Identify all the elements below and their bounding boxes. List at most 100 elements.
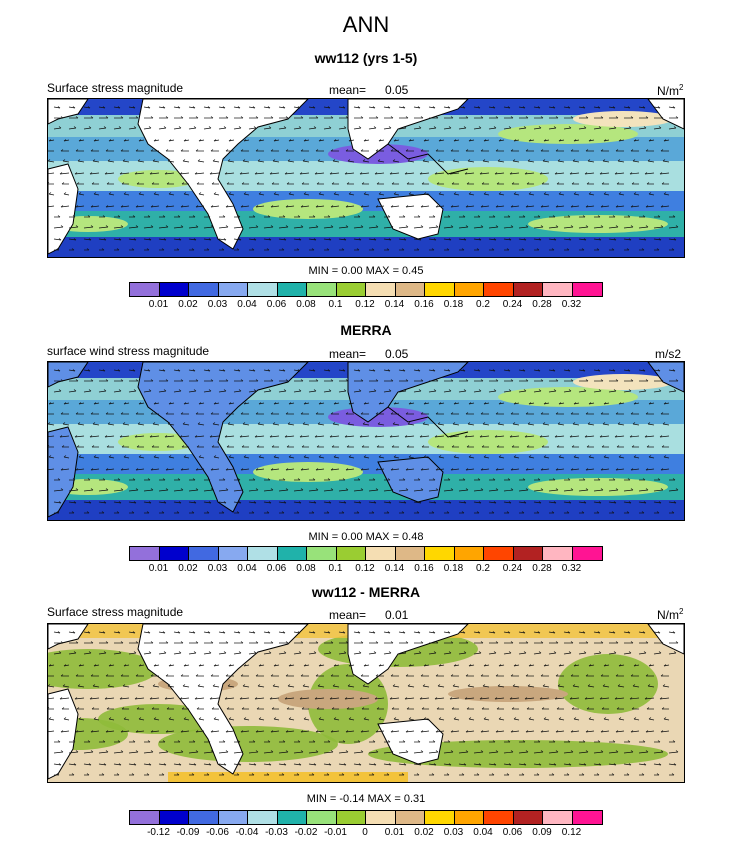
wind-vector-arrowhead <box>88 763 92 766</box>
wind-vector-arrowhead <box>107 159 111 162</box>
wind-vector-arrowhead <box>672 106 676 109</box>
wind-vector-arrowhead <box>494 435 498 438</box>
land-outline <box>137 624 309 775</box>
wind-vector-arrowhead <box>258 455 262 458</box>
wind-vector-arrowhead <box>510 412 514 415</box>
wind-vector-arrow <box>53 489 64 492</box>
wind-vector-arrow <box>512 685 520 688</box>
wind-vector-arrow <box>198 456 205 459</box>
wind-vector-arrowhead <box>48 707 50 709</box>
wind-vector-arrowhead <box>386 511 390 514</box>
wind-vector-arrowhead <box>105 488 109 491</box>
wind-vector-arrow <box>53 127 62 130</box>
wind-vector-arrowhead <box>315 149 319 152</box>
wind-vector-arrowhead <box>618 717 622 720</box>
wind-vectors <box>48 106 679 251</box>
wind-vector-arrowhead <box>192 215 196 218</box>
wind-vector-arrowhead <box>272 684 276 687</box>
wind-vector-arrowhead <box>378 192 382 195</box>
wind-vector-arrow <box>315 730 325 733</box>
wind-vector-arrow <box>557 423 565 426</box>
wind-vector-arrow <box>284 172 295 175</box>
wind-vector-arrowhead <box>553 763 557 766</box>
colorbar-tick-label: 0.2 <box>476 299 490 310</box>
wind-vector-arrowhead <box>556 182 560 185</box>
wind-vector-arrow <box>623 489 634 492</box>
wind-vector-arrow <box>423 193 430 196</box>
wind-vector-arrowhead <box>597 478 601 481</box>
wind-vector-arrowhead <box>72 106 76 109</box>
wind-vector-arrowhead <box>118 501 122 504</box>
wind-vector-arrowhead <box>618 192 622 195</box>
wind-vector-arrow <box>263 631 271 634</box>
wind-vector-arrow <box>314 435 325 438</box>
wind-vector-arrow <box>330 468 340 471</box>
wind-vector-arrowhead <box>582 740 586 743</box>
wind-vector-arrowhead <box>348 402 352 405</box>
wind-vector-arrow <box>647 423 655 426</box>
wind-vector-arrow <box>123 718 130 721</box>
wind-vector-arrowhead <box>301 182 305 185</box>
wind-vector-arrowhead <box>407 422 411 425</box>
wind-vector-arrowhead <box>508 389 512 392</box>
wind-vector-arrowhead <box>360 116 364 119</box>
colorbar-swatch <box>218 811 248 824</box>
wind-vector-arrowhead <box>63 139 67 142</box>
colorbar-swatch <box>336 283 366 296</box>
wind-vector-arrowhead <box>372 631 376 634</box>
wind-vector-arrow <box>587 423 595 426</box>
wind-vector-arrowhead <box>448 238 452 241</box>
wind-vector-arrowhead <box>90 674 94 677</box>
wind-vector-arrowhead <box>468 455 472 458</box>
wind-vector-arrowhead <box>431 248 435 251</box>
wind-vector-arrowhead <box>333 402 337 405</box>
wind-vector-arrow <box>135 730 145 733</box>
wind-vector-arrowhead <box>597 740 601 743</box>
wind-vector-arrow <box>483 456 490 459</box>
units-label: m/s2 <box>655 347 681 361</box>
wind-vector-arrowhead <box>359 172 363 175</box>
wind-vector-arrow <box>333 718 340 721</box>
wind-vector-arrow <box>473 751 484 754</box>
wind-vector-arrowhead <box>573 664 577 667</box>
wind-vector-arrowhead <box>270 225 274 228</box>
wind-vector-arrow <box>233 238 242 241</box>
wind-vector-arrow <box>503 106 511 109</box>
wind-vector-arrowhead <box>330 225 334 228</box>
wind-vector-arrowhead <box>121 445 125 448</box>
wind-vector-arrow <box>392 685 400 688</box>
wind-vector-arrowhead <box>225 730 229 733</box>
wind-vector-arrowhead <box>76 707 80 710</box>
wind-vector-arrowhead <box>90 116 94 119</box>
wind-vector-arrowhead <box>315 750 319 753</box>
wind-vector-arrowhead <box>252 740 256 743</box>
wind-vector-arrowhead <box>180 750 184 753</box>
wind-vector-arrowhead <box>345 468 349 471</box>
wind-vector-arrowhead <box>89 697 93 700</box>
wind-vector-arrow <box>483 402 490 405</box>
wind-vector-arrowhead <box>287 684 291 687</box>
wind-vector-arrow <box>363 664 370 667</box>
wind-vector-arrowhead <box>285 641 289 644</box>
wind-vector-arrow <box>623 751 634 754</box>
wind-vector-arrowhead <box>90 149 94 152</box>
wind-vector-arrowhead <box>480 149 484 152</box>
wind-vector-arrowhead <box>450 750 454 753</box>
wind-vector-arrow <box>270 205 280 208</box>
stress-patch <box>498 387 638 407</box>
wind-vector-arrow <box>203 501 212 504</box>
wind-vector-arrowhead <box>492 740 496 743</box>
wind-vector-arrowhead <box>330 468 334 471</box>
wind-vector-arrowhead <box>117 369 121 372</box>
wind-vector-arrowhead <box>192 478 196 481</box>
wind-vector-arrowhead <box>360 750 364 753</box>
wind-vector-arrowhead <box>75 488 79 491</box>
wind-vector-arrow <box>383 501 392 504</box>
wind-vector-arrowhead <box>525 468 529 471</box>
wind-vector-arrow <box>513 193 520 196</box>
wind-vector-arrow <box>323 238 332 241</box>
wind-vector-arrow <box>518 763 527 766</box>
wind-vector-arrowhead <box>540 641 544 644</box>
wind-vector-arrow <box>509 172 520 175</box>
wind-vector-arrow <box>578 226 589 229</box>
